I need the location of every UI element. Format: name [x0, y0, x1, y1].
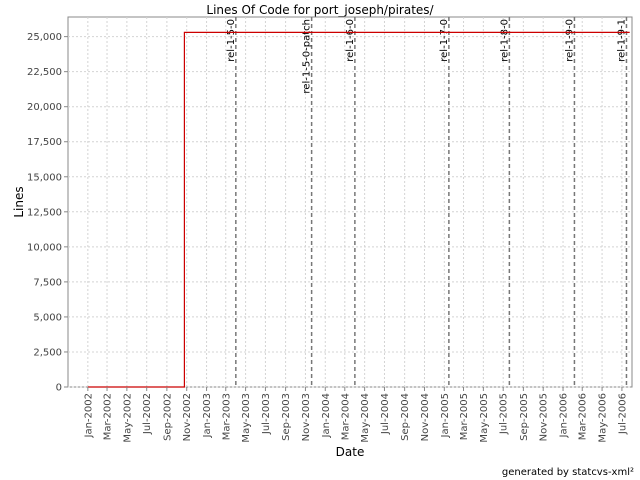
footer-credit: generated by statcvs-xml²: [502, 467, 634, 478]
y-tick-label: 17,500: [27, 137, 62, 148]
x-tick-label: Jan-2003: [202, 393, 213, 438]
y-axis-label: Lines: [12, 186, 26, 217]
y-tick-label: 7,500: [33, 277, 62, 288]
x-tick-label: May-2006: [598, 393, 609, 443]
y-tick-label: 15,000: [27, 172, 62, 183]
y-tick-label: 0: [56, 383, 62, 394]
x-tick-label: Jan-2002: [83, 393, 94, 438]
x-tick-label: Sep-2005: [519, 393, 530, 441]
y-tick-label: 12,500: [27, 207, 62, 218]
x-tick-label: Jul-2002: [142, 393, 153, 435]
x-tick-label: Nov-2004: [420, 393, 431, 441]
loc-series-line: [87, 31, 630, 388]
x-tick-label: Jul-2005: [499, 393, 510, 435]
x-tick-label: May-2003: [241, 393, 252, 443]
x-tick-label: Nov-2005: [539, 393, 550, 441]
y-tick-label: 2,500: [33, 347, 62, 358]
grid: [68, 17, 632, 388]
x-tick-label: May-2005: [479, 393, 490, 443]
x-tick-label: Jul-2006: [617, 393, 628, 435]
release-marker-label: rel-1-6-0: [345, 19, 356, 62]
x-tick-label: Nov-2002: [182, 393, 193, 441]
x-tick-label: May-2004: [360, 393, 371, 443]
series-lines: [87, 31, 630, 388]
x-tick-label: Sep-2002: [162, 393, 173, 441]
release-marker-label: rel-1-9-1: [616, 19, 627, 62]
x-tick-label: Mar-2003: [221, 393, 232, 440]
x-tick-label: Mar-2002: [103, 393, 114, 440]
plot-area: [67, 16, 633, 388]
x-tick-label: Mar-2005: [459, 393, 470, 440]
y-tick-label: 25,000: [27, 32, 62, 43]
y-tick-label: 10,000: [27, 242, 62, 253]
x-tick-label: Sep-2004: [400, 393, 411, 441]
x-tick-label: Jul-2003: [261, 393, 272, 435]
y-axis: 0 2,500 5,000 7,500 10,000 12,500 15,000 17,500…: [27, 32, 68, 394]
x-tick-label: Jan-2004: [321, 393, 332, 438]
y-tick-label: 5,000: [33, 312, 62, 323]
x-tick-label: Nov-2003: [301, 393, 312, 441]
x-tick-label: Jul-2004: [380, 393, 391, 435]
chart-title: Lines Of Code for port_joseph/pirates/: [206, 3, 434, 17]
x-axis: Jan-2002 Mar-2002 May-2002 Jul-2002 Sep-2002…: [83, 387, 628, 443]
x-axis-label: Date: [336, 445, 365, 459]
release-marker-label: rel-1-9-0: [564, 19, 575, 62]
y-tick-label: 20,000: [27, 102, 62, 113]
x-tick-label: Jan-2006: [559, 393, 570, 438]
release-markers: rel-1-5-0 rel-1-5-0-patch rel-1-6-0 rel-1-7…: [226, 17, 627, 387]
x-tick-label: Jan-2005: [440, 393, 451, 438]
release-marker-label: rel-1-5-0: [226, 19, 237, 62]
release-marker-label: rel-1-7-0: [439, 19, 450, 62]
y-tick-label: 22,500: [27, 67, 62, 78]
x-tick-label: Mar-2006: [578, 393, 589, 440]
x-tick-label: Mar-2004: [340, 393, 351, 440]
release-marker-label: rel-1-8-0: [499, 19, 510, 62]
x-tick-label: Sep-2003: [281, 393, 292, 441]
x-tick-label: May-2002: [122, 393, 133, 443]
release-marker-label: rel-1-5-0-patch: [302, 19, 313, 94]
